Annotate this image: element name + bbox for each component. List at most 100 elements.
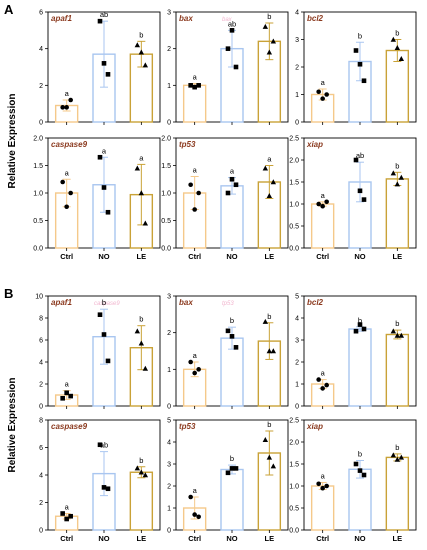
data-point bbox=[398, 454, 405, 460]
x-category-label: Ctrl bbox=[188, 252, 201, 261]
x-category-label: LE bbox=[137, 534, 147, 543]
y-tick-label: 5 bbox=[167, 418, 171, 425]
chart-a-bax: bax bax 0 1 2 3 a ab b bbox=[167, 10, 289, 127]
data-point bbox=[233, 466, 239, 471]
chart-b-bax: bax tp53 0 1 2 3 a b b bbox=[167, 294, 289, 411]
significance-label: ab bbox=[100, 441, 108, 450]
data-point bbox=[192, 512, 197, 517]
data-point bbox=[233, 64, 239, 70]
significance-label: a bbox=[65, 503, 70, 512]
data-point bbox=[266, 348, 273, 354]
y-tick-label: 0 bbox=[39, 528, 43, 535]
significance-label: b bbox=[358, 449, 362, 458]
x-category-label: NO bbox=[354, 252, 365, 261]
y-tick-label: 8 bbox=[39, 418, 43, 425]
data-point bbox=[262, 23, 269, 29]
data-point bbox=[357, 322, 363, 327]
data-point bbox=[229, 176, 235, 182]
y-tick-label: 0.0 bbox=[289, 528, 299, 535]
data-point bbox=[142, 220, 149, 226]
x-category-label: NO bbox=[226, 534, 237, 543]
y-tick-label: 1.5 bbox=[289, 462, 299, 469]
significance-label: a bbox=[321, 191, 326, 200]
y-axis-label-b: Relative Expression bbox=[7, 377, 18, 472]
data-point bbox=[266, 49, 273, 55]
y-tick-label: 6 bbox=[39, 338, 43, 345]
data-point bbox=[262, 318, 269, 324]
data-point bbox=[394, 456, 401, 462]
data-point bbox=[398, 332, 405, 338]
y-tick-label: 4 bbox=[39, 46, 43, 53]
bar-le bbox=[129, 471, 154, 531]
data-point bbox=[324, 483, 329, 489]
data-point bbox=[357, 188, 363, 194]
chart-title: apaf1 bbox=[51, 298, 72, 307]
significance-label: b bbox=[139, 30, 143, 39]
chart-title: bax bbox=[179, 298, 193, 307]
data-point bbox=[105, 358, 111, 364]
y-tick-label: 0 bbox=[295, 120, 299, 127]
significance-label: a bbox=[65, 168, 70, 177]
chart-title: bax bbox=[179, 14, 193, 23]
data-point bbox=[357, 468, 363, 473]
significance-label: a bbox=[193, 73, 198, 82]
data-point bbox=[68, 513, 73, 519]
significance-label: a bbox=[321, 471, 326, 480]
data-point bbox=[270, 348, 277, 354]
significance-label: b bbox=[395, 443, 399, 452]
data-point bbox=[390, 452, 397, 458]
bar-le bbox=[385, 456, 410, 531]
data-point bbox=[142, 365, 149, 371]
data-point bbox=[361, 472, 367, 478]
significance-label: a bbox=[193, 486, 198, 495]
y-tick-label: 1 bbox=[295, 382, 299, 389]
y-tick-label: 2 bbox=[167, 330, 171, 337]
y-tick-label: 0 bbox=[167, 120, 171, 127]
y-tick-label: 1.0 bbox=[33, 191, 43, 198]
data-point bbox=[138, 469, 145, 475]
y-tick-label: 2.5 bbox=[289, 418, 299, 425]
y-tick-label: 3 bbox=[295, 37, 299, 44]
y-axis-label-a: Relative Expression bbox=[7, 93, 18, 188]
data-point bbox=[188, 83, 193, 88]
data-point bbox=[105, 486, 111, 492]
y-tick-label: 3 bbox=[295, 338, 299, 345]
data-point bbox=[320, 485, 325, 491]
data-point bbox=[270, 179, 277, 185]
significance-label: a bbox=[230, 167, 235, 176]
significance-label: b bbox=[102, 298, 106, 307]
chart-title: xiap bbox=[306, 140, 323, 149]
data-point bbox=[188, 494, 193, 500]
significance-label: a bbox=[65, 89, 70, 98]
data-point bbox=[361, 78, 367, 84]
y-tick-label: 0.0 bbox=[33, 246, 43, 253]
y-tick-label: 4 bbox=[39, 473, 43, 480]
data-point bbox=[101, 485, 107, 490]
data-point bbox=[60, 511, 65, 516]
data-point bbox=[101, 61, 107, 66]
bar-no bbox=[348, 328, 372, 407]
chart-title: tp53 bbox=[179, 140, 196, 149]
significance-label: b bbox=[358, 316, 362, 325]
y-tick-label: 2.0 bbox=[161, 136, 171, 143]
data-point bbox=[196, 367, 201, 372]
y-tick-label: 2 bbox=[39, 500, 43, 507]
data-point bbox=[353, 461, 359, 467]
panel-letter-a: A bbox=[4, 2, 14, 17]
significance-label: b bbox=[139, 456, 143, 465]
data-point bbox=[105, 72, 111, 77]
y-tick-label: 2 bbox=[39, 382, 43, 389]
data-point bbox=[262, 165, 269, 171]
data-point bbox=[142, 62, 149, 68]
data-point bbox=[390, 170, 397, 176]
y-tick-label: 0 bbox=[39, 120, 43, 127]
chart-a-bcl2: bcl2 0 1 2 3 4 a b b bbox=[295, 10, 417, 127]
data-point bbox=[361, 326, 367, 332]
y-tick-label: 4 bbox=[167, 440, 171, 447]
chart-b-caspase9: caspase9 0 2 4 6 8 a Ctrl ab NO b LE bbox=[39, 418, 161, 543]
y-tick-label: 5 bbox=[295, 294, 299, 301]
y-tick-label: 0 bbox=[167, 528, 171, 535]
data-point bbox=[225, 190, 231, 196]
chart-b-xiap: xiap 0.0 0.5 1.0 1.5 2.0 2.5 a Ctrl b NO b LE bbox=[289, 418, 417, 543]
data-point bbox=[320, 96, 325, 101]
